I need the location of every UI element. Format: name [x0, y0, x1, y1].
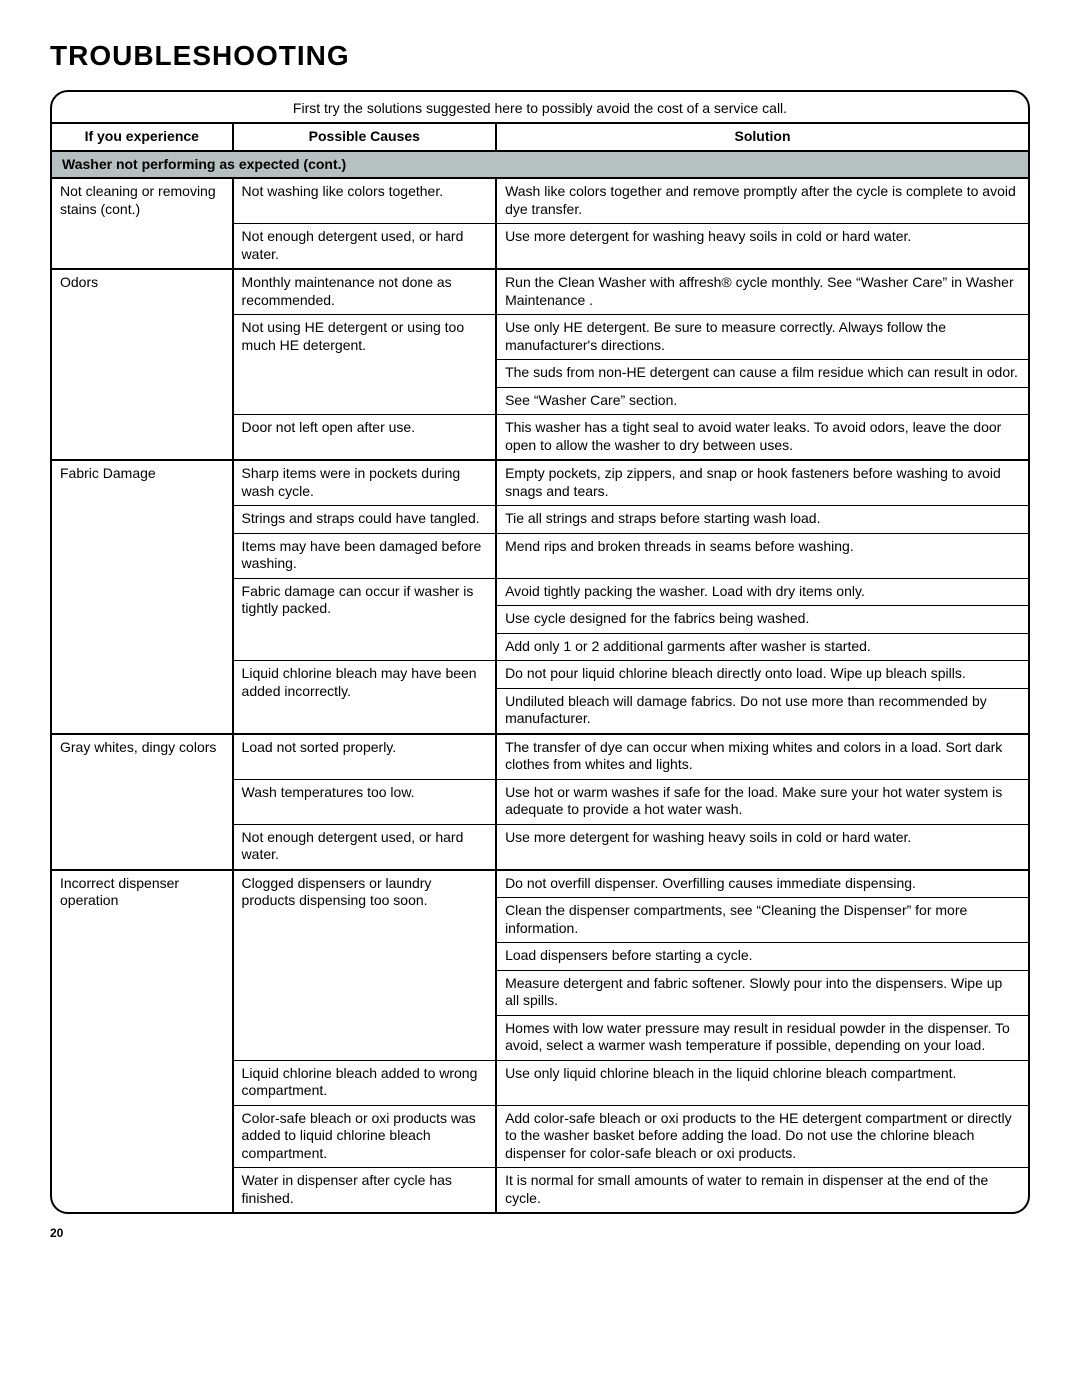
cell-solution: Add color-safe bleach or oxi products to…: [496, 1105, 1028, 1168]
col-header-experience: If you experience: [52, 123, 233, 151]
cell-solution: Clean the dispenser compartments, see “C…: [496, 898, 1028, 943]
table-row: Fabric DamageSharp items were in pockets…: [52, 460, 1028, 506]
intro-text: First try the solutions suggested here t…: [52, 92, 1028, 122]
cell-solution: Use cycle designed for the fabrics being…: [496, 606, 1028, 634]
cell-cause: Not washing like colors together.: [233, 178, 497, 224]
cell-solution: Avoid tightly packing the washer. Load w…: [496, 578, 1028, 606]
troubleshooting-table: If you experience Possible Causes Soluti…: [52, 122, 1028, 1212]
cell-experience: Fabric Damage: [52, 460, 233, 734]
cell-solution: The transfer of dye can occur when mixin…: [496, 734, 1028, 780]
cell-solution: Use hot or warm washes if safe for the l…: [496, 779, 1028, 824]
table-row: Gray whites, dingy colorsLoad not sorted…: [52, 734, 1028, 780]
col-header-solution: Solution: [496, 123, 1028, 151]
cell-experience: Odors: [52, 269, 233, 460]
cell-cause: Sharp items were in pockets during wash …: [233, 460, 497, 506]
table-row: Not cleaning or removing stains (cont.)N…: [52, 178, 1028, 224]
cell-solution: Use more detergent for washing heavy soi…: [496, 824, 1028, 870]
cell-solution: Measure detergent and fabric softener. S…: [496, 970, 1028, 1015]
col-header-causes: Possible Causes: [233, 123, 497, 151]
cell-cause: Water in dispenser after cycle has finis…: [233, 1168, 497, 1213]
cell-cause: Color-safe bleach or oxi products was ad…: [233, 1105, 497, 1168]
section-header: Washer not performing as expected (cont.…: [52, 151, 1028, 179]
troubleshooting-box: First try the solutions suggested here t…: [50, 90, 1030, 1214]
table-header-row: If you experience Possible Causes Soluti…: [52, 123, 1028, 151]
cell-solution: Use only HE detergent. Be sure to measur…: [496, 315, 1028, 360]
cell-solution: Empty pockets, zip zippers, and snap or …: [496, 460, 1028, 506]
cell-experience: Not cleaning or removing stains (cont.): [52, 178, 233, 269]
cell-cause: Not enough detergent used, or hard water…: [233, 824, 497, 870]
cell-cause: Liquid chlorine bleach may have been add…: [233, 661, 497, 734]
cell-solution: The suds from non-HE detergent can cause…: [496, 360, 1028, 388]
page-number: 20: [50, 1226, 1030, 1240]
cell-cause: Liquid chlorine bleach added to wrong co…: [233, 1060, 497, 1105]
cell-solution: Homes with low water pressure may result…: [496, 1015, 1028, 1060]
cell-solution: See “Washer Care” section.: [496, 387, 1028, 415]
cell-experience: Incorrect dispenser operation: [52, 870, 233, 1213]
cell-cause: Clogged dispensers or laundry products d…: [233, 870, 497, 1061]
table-row: OdorsMonthly maintenance not done as rec…: [52, 269, 1028, 315]
cell-cause: Door not left open after use.: [233, 415, 497, 461]
cell-solution: Use only liquid chlorine bleach in the l…: [496, 1060, 1028, 1105]
cell-cause: Not enough detergent used, or hard water…: [233, 224, 497, 270]
cell-solution: Add only 1 or 2 additional garments afte…: [496, 633, 1028, 661]
cell-experience: Gray whites, dingy colors: [52, 734, 233, 870]
cell-cause: Monthly maintenance not done as recommen…: [233, 269, 497, 315]
cell-solution: Undiluted bleach will damage fabrics. Do…: [496, 688, 1028, 734]
cell-cause: Items may have been damaged before washi…: [233, 533, 497, 578]
cell-solution: Run the Clean Washer with affresh® cycle…: [496, 269, 1028, 315]
cell-solution: This washer has a tight seal to avoid wa…: [496, 415, 1028, 461]
cell-solution: It is normal for small amounts of water …: [496, 1168, 1028, 1213]
cell-solution: Do not pour liquid chlorine bleach direc…: [496, 661, 1028, 689]
table-row: Incorrect dispenser operationClogged dis…: [52, 870, 1028, 898]
cell-solution: Mend rips and broken threads in seams be…: [496, 533, 1028, 578]
cell-cause: Fabric damage can occur if washer is tig…: [233, 578, 497, 661]
cell-cause: Wash temperatures too low.: [233, 779, 497, 824]
cell-solution: Tie all strings and straps before starti…: [496, 506, 1028, 534]
cell-cause: Not using HE detergent or using too much…: [233, 315, 497, 415]
cell-solution: Use more detergent for washing heavy soi…: [496, 224, 1028, 270]
section-header-row: Washer not performing as expected (cont.…: [52, 151, 1028, 179]
page-title: TROUBLESHOOTING: [50, 40, 1030, 72]
cell-cause: Strings and straps could have tangled.: [233, 506, 497, 534]
cell-solution: Wash like colors together and remove pro…: [496, 178, 1028, 224]
cell-cause: Load not sorted properly.: [233, 734, 497, 780]
cell-solution: Load dispensers before starting a cycle.: [496, 943, 1028, 971]
cell-solution: Do not overfill dispenser. Overfilling c…: [496, 870, 1028, 898]
